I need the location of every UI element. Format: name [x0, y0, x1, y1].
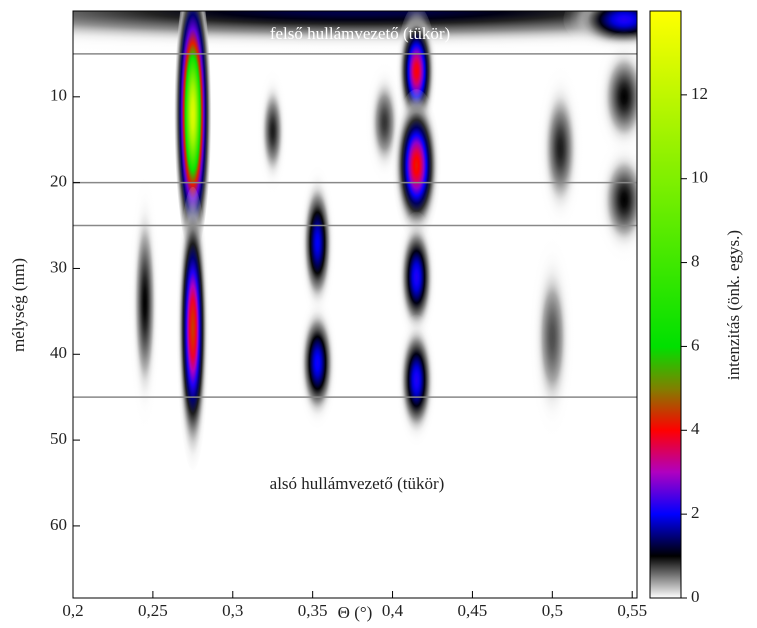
intensity-peak [593, 31, 637, 163]
y-tick-label: 20 [50, 172, 67, 191]
colorbar-tick-label: 10 [691, 168, 708, 187]
x-tick-label: 0,4 [382, 601, 404, 620]
intensity-peak [176, 186, 210, 471]
colorbar-tick-label: 12 [691, 84, 708, 103]
annotation: felső hullámvezető (tükör) [270, 24, 450, 43]
annotation: alsó hullámvezető (tükör) [270, 474, 445, 493]
colorbar-tick-label: 4 [691, 419, 700, 438]
colorbar-tick-label: 6 [691, 335, 700, 354]
y-axis-label: mélység (nm) [9, 258, 28, 352]
x-tick-label: 0,55 [617, 601, 647, 620]
intensity-peak [392, 89, 441, 242]
x-tick-label: 0,25 [138, 601, 168, 620]
y-tick-label: 10 [50, 86, 67, 105]
intensity-peak [396, 314, 437, 446]
intensity-peak [527, 228, 577, 447]
y-tick-label: 40 [50, 343, 67, 362]
x-tick-label: 0,45 [458, 601, 488, 620]
y-tick-label: 50 [50, 429, 67, 448]
x-axis-label: Θ (°) [338, 603, 373, 622]
intensity-peak [256, 65, 289, 197]
intensity-peak [396, 211, 437, 343]
intensity-peak [128, 171, 162, 434]
plot-frame [72, 10, 638, 599]
intensity-peak [73, 11, 637, 55]
heatmap [73, 11, 637, 471]
x-tick-label: 0,3 [222, 601, 243, 620]
intensity-peak [174, 11, 212, 256]
intensity-peak [297, 297, 338, 429]
colorbar [649, 10, 682, 599]
colorbar-tick-label: 0 [691, 587, 700, 606]
colorbar-tick-label: 2 [691, 503, 700, 522]
y-tick-label: 30 [50, 257, 67, 276]
colorbar-label: intenzitás (önk. egys.) [724, 230, 743, 380]
intensity-peak [593, 134, 637, 266]
x-tick-label: 0,5 [542, 601, 563, 620]
intensity-peak [299, 166, 336, 320]
intensity-peak [535, 61, 585, 236]
x-tick-label: 0,35 [298, 601, 328, 620]
colorbar-tick-label: 8 [691, 251, 700, 270]
x-tick-label: 0,2 [62, 601, 83, 620]
y-tick-label: 60 [50, 515, 67, 534]
